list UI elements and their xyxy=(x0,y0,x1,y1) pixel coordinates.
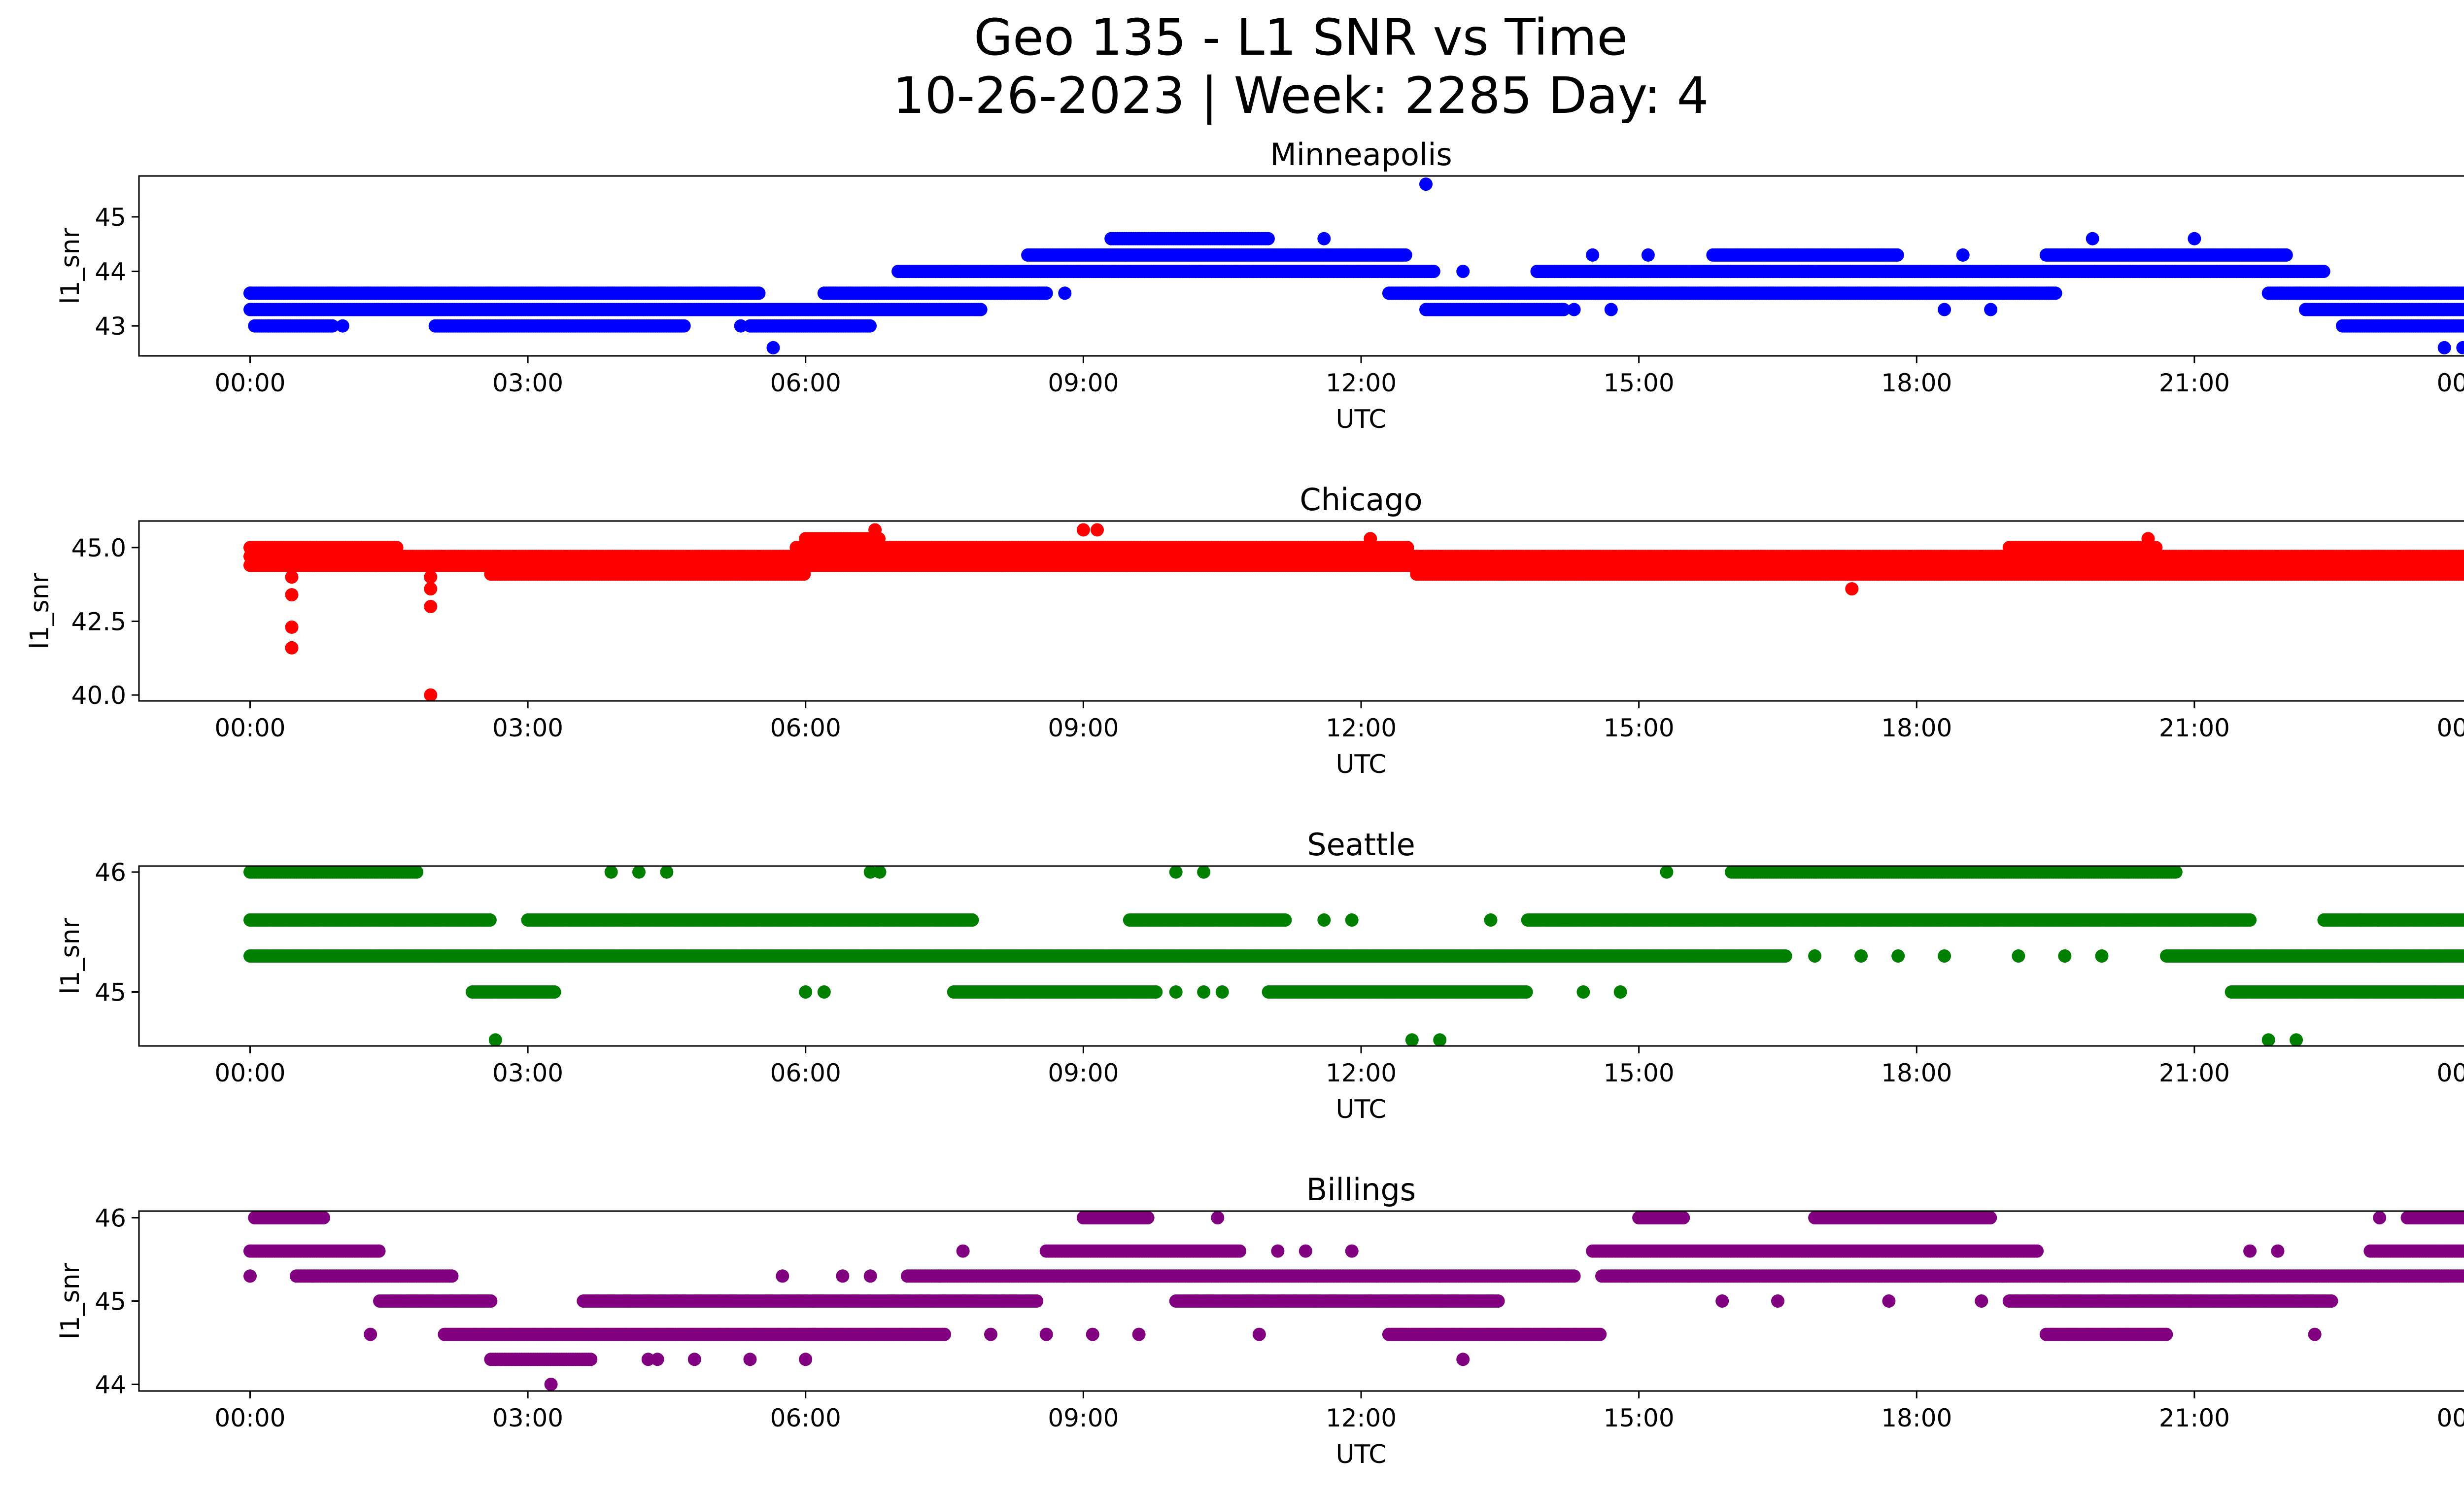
data-point xyxy=(1456,265,1470,278)
x-tick-label: 06:00 xyxy=(770,369,841,397)
y-tick-label: 45 xyxy=(95,203,126,232)
data-point xyxy=(1604,303,1618,316)
data-point xyxy=(1984,303,1998,316)
data-series xyxy=(243,523,2464,702)
data-point xyxy=(1419,177,1433,191)
figure-title-line2: 10-26-2023 | Week: 2285 Day: 4 xyxy=(892,67,1709,125)
data-point xyxy=(336,319,349,333)
data-point xyxy=(797,567,811,581)
subplot-title: Minneapolis xyxy=(1270,137,1452,173)
y-axis-label: l1_snr xyxy=(56,227,85,304)
data-point xyxy=(1641,248,1655,262)
data-point xyxy=(1039,286,1053,300)
data-point xyxy=(1261,232,1275,245)
data-point xyxy=(2463,321,2464,330)
y-tick-label: 43 xyxy=(95,312,126,341)
x-tick-label: 18:00 xyxy=(1881,369,1952,397)
data-point xyxy=(2279,248,2293,262)
data-point xyxy=(1317,232,1331,245)
data-point xyxy=(1567,303,1581,316)
data-point xyxy=(974,303,988,316)
data-point xyxy=(2461,304,2464,315)
x-tick-label: 00:00 xyxy=(214,369,285,397)
data-point xyxy=(1890,248,1904,262)
x-axis-label: UTC xyxy=(1335,405,1386,434)
data-point xyxy=(2188,232,2201,245)
data-point xyxy=(2460,320,2464,332)
data-point xyxy=(752,286,766,300)
x-tick-label: 15:00 xyxy=(1604,369,1675,397)
data-point xyxy=(2456,341,2464,354)
data-point xyxy=(2437,341,2451,354)
data-point xyxy=(326,319,340,333)
data-point xyxy=(1586,248,1600,262)
subplot-title: Chicago xyxy=(1300,482,1422,518)
data-point xyxy=(1058,286,1072,300)
data-point xyxy=(2086,232,2099,245)
chart-minneapolis: Minneapolis 00:00 03:00 06:00 09:00 12:00 15:0… xyxy=(56,137,2464,434)
x-tick-label: 00:00 xyxy=(2436,369,2464,397)
data-point xyxy=(1399,248,1412,262)
data-point xyxy=(390,541,404,555)
data-point xyxy=(2461,287,2464,299)
data-point xyxy=(734,319,748,333)
x-tick-label: 09:00 xyxy=(1048,369,1119,397)
data-point xyxy=(1956,248,1970,262)
x-tick-label: 12:00 xyxy=(1326,369,1397,397)
data-point xyxy=(243,286,257,300)
x-tick-label: 21:00 xyxy=(2159,369,2230,397)
data-point xyxy=(2317,265,2330,278)
data-point xyxy=(2049,286,2062,300)
data-point xyxy=(863,319,877,333)
data-point xyxy=(1427,265,1440,278)
figure-title: Geo 135 - L1 SNR vs Time 10-26-2023 | We… xyxy=(0,9,2464,125)
data-point xyxy=(1938,303,1951,316)
data-series xyxy=(243,177,2464,354)
data-point xyxy=(1557,303,1571,316)
data-point xyxy=(677,319,691,333)
figure-title-line1: Geo 135 - L1 SNR vs Time xyxy=(974,8,1628,67)
data-point xyxy=(766,341,780,354)
y-tick-label: 44 xyxy=(95,258,126,286)
x-tick-label: 03:00 xyxy=(492,369,563,397)
data-point xyxy=(262,319,275,333)
